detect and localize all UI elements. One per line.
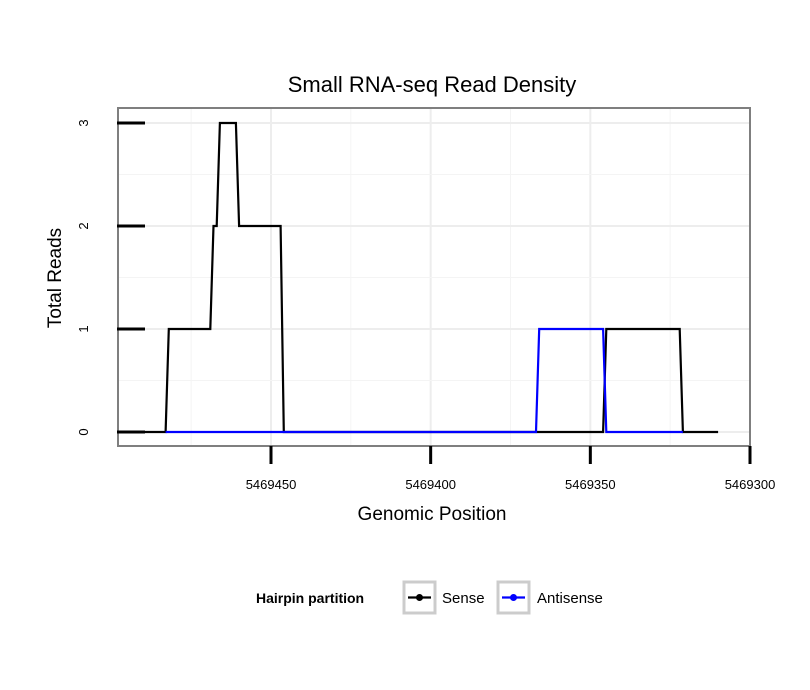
legend-key-point-sense [416, 594, 423, 601]
series-line-sense [143, 121, 719, 434]
legend-title: Hairpin partition [256, 590, 364, 606]
axes: 5469450 5469400 5469350 5469300 0 1 2 3 [76, 119, 775, 492]
x-tick-label: 5469400 [405, 477, 456, 492]
y-tick-label: 1 [76, 325, 91, 332]
series-line-antisense [165, 327, 683, 434]
series-lines [143, 121, 719, 434]
x-tick-label: 5469350 [565, 477, 616, 492]
plot-panel-border [117, 107, 751, 447]
x-tick-label: 5469450 [246, 477, 297, 492]
legend-key-point-antisense [510, 594, 517, 601]
legend: Hairpin partition Sense Antisense [256, 580, 603, 615]
y-tick-label: 2 [76, 222, 91, 229]
legend-label-sense: Sense [442, 590, 485, 607]
x-axis-title: Genomic Position [358, 504, 507, 525]
chart-title: Small RNA-seq Read Density [288, 72, 577, 97]
y-tick-label: 3 [76, 119, 91, 126]
legend-label-antisense: Antisense [537, 590, 603, 607]
y-axis-title: Total Reads [45, 228, 66, 328]
y-tick-label: 0 [76, 428, 91, 435]
x-tick-label: 5469300 [725, 477, 776, 492]
